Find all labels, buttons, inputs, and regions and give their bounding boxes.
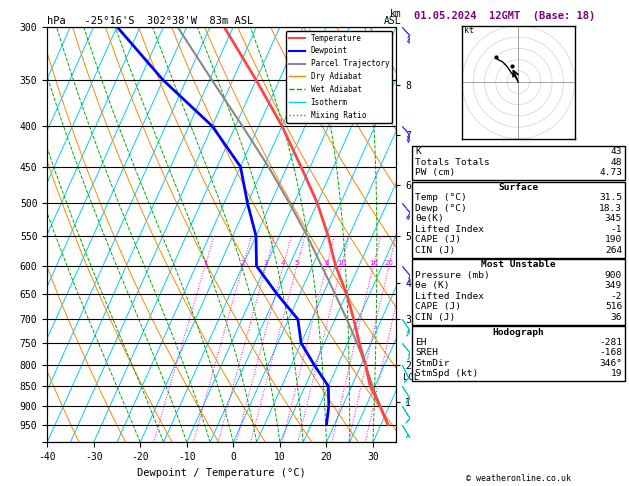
Text: kt: kt — [464, 26, 474, 35]
Text: Pressure (mb): Pressure (mb) — [415, 271, 490, 280]
Text: 345: 345 — [605, 214, 622, 224]
Text: EH: EH — [415, 338, 426, 347]
Text: LCL: LCL — [403, 373, 420, 382]
Text: 10: 10 — [337, 260, 346, 266]
Text: CIN (J): CIN (J) — [415, 245, 455, 255]
Text: K: K — [415, 147, 421, 156]
Text: Lifted Index: Lifted Index — [415, 225, 484, 234]
Text: 349: 349 — [605, 281, 622, 291]
Text: 19: 19 — [611, 369, 622, 379]
Text: CAPE (J): CAPE (J) — [415, 302, 461, 312]
Text: -1: -1 — [611, 225, 622, 234]
Text: StmDir: StmDir — [415, 359, 450, 368]
Text: -281: -281 — [599, 338, 622, 347]
Text: 190: 190 — [605, 235, 622, 244]
Text: 3: 3 — [264, 260, 269, 266]
Text: 18.3: 18.3 — [599, 204, 622, 213]
Text: 36: 36 — [611, 313, 622, 322]
Text: Hodograph: Hodograph — [493, 328, 544, 337]
Text: 2: 2 — [240, 260, 245, 266]
Text: θe (K): θe (K) — [415, 281, 450, 291]
Text: 4: 4 — [281, 260, 286, 266]
Text: Most Unstable: Most Unstable — [481, 260, 555, 270]
Text: 5: 5 — [294, 260, 299, 266]
Text: θe(K): θe(K) — [415, 214, 444, 224]
Legend: Temperature, Dewpoint, Parcel Trajectory, Dry Adiabat, Wet Adiabat, Isotherm, Mi: Temperature, Dewpoint, Parcel Trajectory… — [286, 31, 392, 122]
Text: hPa   -25°16'S  302°38'W  83m ASL: hPa -25°16'S 302°38'W 83m ASL — [47, 16, 253, 26]
Text: 31.5: 31.5 — [599, 193, 622, 203]
Text: Dewp (°C): Dewp (°C) — [415, 204, 467, 213]
Text: 900: 900 — [605, 271, 622, 280]
Text: CIN (J): CIN (J) — [415, 313, 455, 322]
Text: © weatheronline.co.uk: © weatheronline.co.uk — [466, 473, 571, 483]
Text: km: km — [389, 9, 401, 19]
Text: -2: -2 — [611, 292, 622, 301]
Text: ASL: ASL — [384, 17, 401, 26]
Text: CAPE (J): CAPE (J) — [415, 235, 461, 244]
Text: 16: 16 — [369, 260, 378, 266]
Text: Lifted Index: Lifted Index — [415, 292, 484, 301]
Text: 48: 48 — [611, 158, 622, 167]
Text: 8: 8 — [325, 260, 329, 266]
Text: 264: 264 — [605, 245, 622, 255]
Text: -168: -168 — [599, 348, 622, 358]
Text: 20: 20 — [384, 260, 393, 266]
Text: StmSpd (kt): StmSpd (kt) — [415, 369, 479, 379]
Text: PW (cm): PW (cm) — [415, 168, 455, 177]
X-axis label: Dewpoint / Temperature (°C): Dewpoint / Temperature (°C) — [137, 468, 306, 478]
Text: SREH: SREH — [415, 348, 438, 358]
Text: Temp (°C): Temp (°C) — [415, 193, 467, 203]
Text: Surface: Surface — [498, 183, 538, 192]
Text: 43: 43 — [611, 147, 622, 156]
Text: Totals Totals: Totals Totals — [415, 158, 490, 167]
Text: 346°: 346° — [599, 359, 622, 368]
Text: 01.05.2024  12GMT  (Base: 18): 01.05.2024 12GMT (Base: 18) — [414, 11, 595, 21]
Text: 1: 1 — [203, 260, 208, 266]
Text: 4.73: 4.73 — [599, 168, 622, 177]
Text: 516: 516 — [605, 302, 622, 312]
